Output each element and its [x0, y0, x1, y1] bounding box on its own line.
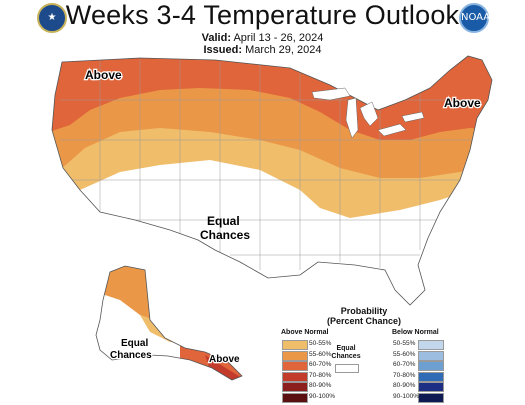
legend-below-swatch — [418, 340, 444, 350]
legend-above-swatch — [282, 340, 308, 350]
legend-above-label: 60-70% — [309, 361, 332, 368]
legend-above-swatch — [282, 350, 308, 361]
noaa-icon: NOAA — [459, 3, 490, 33]
legend-above-swatch — [282, 361, 308, 371]
legend-above-label: 80-90% — [309, 382, 332, 389]
legend-below-swatch — [418, 382, 444, 392]
legend-below-label: 60-70% — [393, 361, 416, 368]
legend-below-label: 70-80% — [393, 371, 416, 379]
issued-value: March 29, 2024 — [245, 44, 322, 56]
map-dates: Valid: April 13 - 26, 2024 Issued: March… — [0, 32, 525, 56]
legend-equal: Equal Chances — [331, 345, 361, 360]
label-equal-2: Chances — [200, 228, 250, 242]
valid-value: April 13 - 26, 2024 — [233, 32, 324, 44]
legend-above-label: 90-100% — [309, 392, 336, 400]
map-title: Weeks 3-4 Temperature Outlook — [65, 0, 460, 30]
legend-below-swatch — [418, 371, 444, 382]
legend-below-swatch — [418, 350, 444, 361]
legend-above-label: 50-55% — [309, 340, 332, 347]
legend-equal-swatch — [335, 364, 359, 373]
label-ak-equal-1: Equal — [121, 338, 148, 349]
legend-below-label: 90-100% — [393, 392, 420, 400]
legend-title: Probability (Percent Chance) — [326, 306, 402, 326]
legend-below-label: 55-60% — [393, 350, 416, 358]
label-ak-equal-2: Chances — [110, 350, 152, 361]
valid-label: Valid: — [201, 32, 231, 44]
legend-above-label: 55-60% — [309, 350, 332, 358]
legend-above-swatch — [282, 392, 308, 403]
legend-above-swatch — [282, 371, 308, 382]
label-equal-1: Equal — [207, 214, 240, 228]
seal-icon: ★ — [37, 3, 67, 33]
legend-below-label: 80-90% — [393, 382, 416, 389]
label-ak-above: Above — [209, 354, 240, 365]
legend-above-header: Above Normal — [281, 329, 329, 336]
legend-below-swatch — [418, 392, 444, 403]
label-above-east: Above — [444, 96, 481, 110]
legend-above-label: 70-80% — [309, 371, 332, 379]
label-above-west: Above — [85, 68, 122, 82]
legend-above-swatch — [282, 382, 308, 392]
legend-below-swatch — [418, 361, 444, 371]
legend-below-header: Below Normal — [392, 329, 439, 336]
issued-label: Issued: — [203, 44, 242, 56]
legend-below-label: 50-55% — [393, 340, 416, 347]
